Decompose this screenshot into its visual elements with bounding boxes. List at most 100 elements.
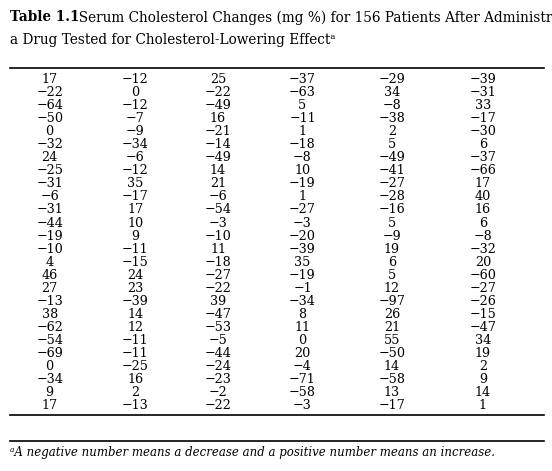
Text: −64: −64: [36, 99, 63, 112]
Text: 17: 17: [127, 203, 144, 217]
Text: −63: −63: [289, 86, 316, 99]
Text: 2: 2: [131, 386, 139, 399]
Text: −16: −16: [379, 203, 405, 217]
Text: 17: 17: [475, 178, 491, 190]
Text: −34: −34: [36, 373, 63, 386]
Text: −26: −26: [470, 295, 496, 308]
Text: −12: −12: [122, 73, 148, 86]
Text: −17: −17: [379, 399, 405, 412]
Text: 1: 1: [299, 190, 306, 203]
Text: 9: 9: [46, 386, 54, 399]
Text: 5: 5: [388, 268, 396, 282]
Text: −54: −54: [36, 334, 63, 347]
Text: −27: −27: [289, 203, 316, 217]
Text: 0: 0: [131, 86, 139, 99]
Text: −62: −62: [36, 321, 63, 334]
Text: −22: −22: [36, 86, 63, 99]
Text: −37: −37: [470, 151, 496, 164]
Text: 6: 6: [388, 256, 396, 268]
Text: −8: −8: [474, 229, 492, 243]
Text: −23: −23: [205, 373, 231, 386]
Text: 21: 21: [384, 321, 400, 334]
Text: −66: −66: [470, 164, 496, 177]
Text: 2: 2: [479, 360, 487, 373]
Text: −37: −37: [289, 73, 316, 86]
Text: 20: 20: [475, 256, 491, 268]
Text: Table 1.1: Table 1.1: [10, 10, 79, 24]
Text: −10: −10: [205, 229, 231, 243]
Text: −20: −20: [289, 229, 316, 243]
Text: −31: −31: [36, 203, 63, 217]
Text: 9: 9: [131, 229, 139, 243]
Text: −12: −12: [122, 164, 148, 177]
Text: 35: 35: [127, 178, 144, 190]
Text: −34: −34: [289, 295, 316, 308]
Text: 38: 38: [41, 308, 58, 321]
Text: −54: −54: [205, 203, 231, 217]
Text: −6: −6: [126, 151, 145, 164]
Text: 12: 12: [384, 282, 400, 295]
Text: −10: −10: [36, 243, 63, 256]
Text: −5: −5: [209, 334, 227, 347]
Text: 6: 6: [479, 138, 487, 151]
Text: 1: 1: [299, 125, 306, 138]
Text: −3: −3: [293, 399, 312, 412]
Text: 33: 33: [475, 99, 491, 112]
Text: −12: −12: [122, 99, 148, 112]
Text: −47: −47: [470, 321, 496, 334]
Text: 17: 17: [41, 73, 58, 86]
Text: −27: −27: [379, 178, 405, 190]
Text: −17: −17: [470, 112, 496, 125]
Text: 39: 39: [210, 295, 226, 308]
Text: −53: −53: [205, 321, 231, 334]
Text: 9: 9: [479, 373, 487, 386]
Text: −17: −17: [122, 190, 148, 203]
Text: −39: −39: [289, 243, 316, 256]
Text: −11: −11: [122, 243, 148, 256]
Text: −31: −31: [470, 86, 496, 99]
Text: −3: −3: [209, 217, 227, 229]
Text: −39: −39: [122, 295, 148, 308]
Text: −13: −13: [36, 295, 63, 308]
Text: −32: −32: [470, 243, 496, 256]
Text: 14: 14: [210, 164, 226, 177]
Text: 40: 40: [475, 190, 491, 203]
Text: 2: 2: [388, 125, 396, 138]
Text: 8: 8: [299, 308, 306, 321]
Text: −7: −7: [126, 112, 145, 125]
Text: ᵃA negative number means a decrease and a positive number means an increase.: ᵃA negative number means a decrease and …: [10, 446, 495, 459]
Text: −30: −30: [470, 125, 496, 138]
Text: −50: −50: [36, 112, 63, 125]
Text: −29: −29: [379, 73, 405, 86]
Text: −31: −31: [36, 178, 63, 190]
Text: −58: −58: [289, 386, 316, 399]
Text: −1: −1: [293, 282, 312, 295]
Text: 13: 13: [384, 386, 400, 399]
Text: −44: −44: [205, 347, 231, 360]
Text: 12: 12: [127, 321, 144, 334]
Text: −19: −19: [289, 178, 316, 190]
Text: −97: −97: [379, 295, 405, 308]
Text: 27: 27: [41, 282, 58, 295]
Text: −11: −11: [289, 112, 316, 125]
Text: −25: −25: [122, 360, 148, 373]
Text: −13: −13: [122, 399, 148, 412]
Text: 0: 0: [299, 334, 306, 347]
Text: −49: −49: [379, 151, 405, 164]
Text: a Drug Tested for Cholesterol-Lowering Effectᵃ: a Drug Tested for Cholesterol-Lowering E…: [10, 33, 336, 47]
Text: −60: −60: [470, 268, 496, 282]
Text: 0: 0: [46, 360, 54, 373]
Text: −41: −41: [379, 164, 405, 177]
Text: 14: 14: [475, 386, 491, 399]
Text: −11: −11: [122, 334, 148, 347]
Text: −18: −18: [289, 138, 316, 151]
Text: −50: −50: [379, 347, 405, 360]
Text: −49: −49: [205, 151, 231, 164]
Text: −6: −6: [209, 190, 227, 203]
Text: −18: −18: [205, 256, 231, 268]
Text: 55: 55: [384, 334, 400, 347]
Text: −28: −28: [379, 190, 405, 203]
Text: 20: 20: [294, 347, 311, 360]
Text: −69: −69: [36, 347, 63, 360]
Text: −9: −9: [126, 125, 145, 138]
